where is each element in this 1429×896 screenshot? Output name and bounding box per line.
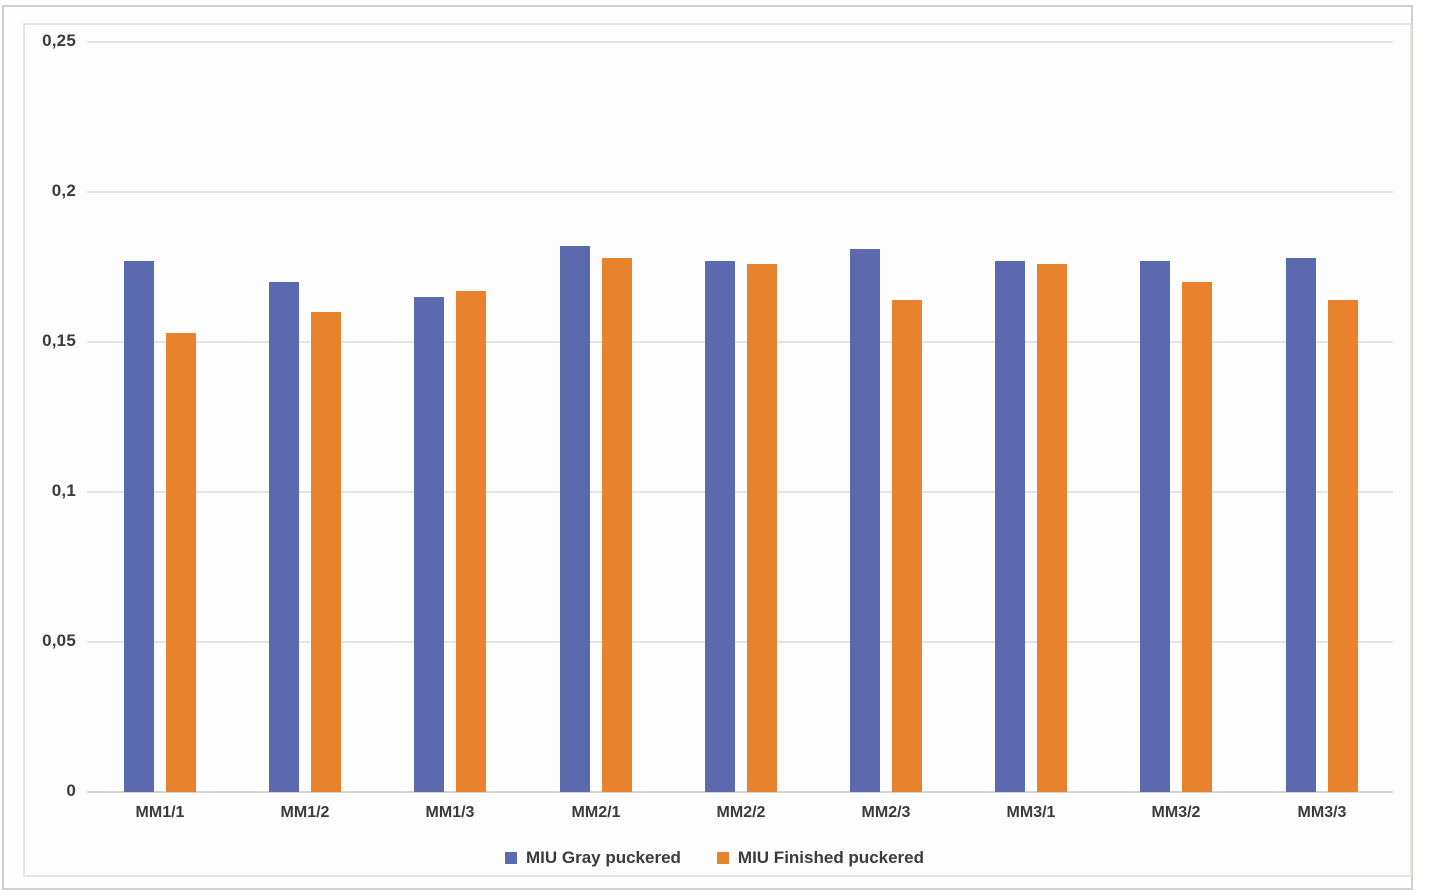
legend-item-gray-puckered: MIU Gray puckered bbox=[504, 848, 681, 868]
gridline bbox=[87, 491, 1393, 493]
y-tick-label: 0,25 bbox=[42, 31, 76, 50]
bar-miu-finished-puckered bbox=[892, 300, 922, 792]
bar-miu-finished-puckered bbox=[456, 291, 486, 792]
x-tick-label: MM3/3 bbox=[1297, 804, 1347, 821]
x-tick-label: MM2/3 bbox=[861, 804, 911, 821]
bar-miu-gray-puckered bbox=[560, 246, 590, 792]
bar-miu-finished-puckered bbox=[1182, 282, 1212, 792]
x-tick-label: MM1/2 bbox=[280, 804, 330, 821]
gridline bbox=[87, 641, 1393, 643]
x-tick-label: MM3/2 bbox=[1151, 804, 1201, 821]
bar-miu-gray-puckered bbox=[995, 261, 1025, 792]
x-tick-label: MM2/2 bbox=[716, 804, 766, 821]
x-tick-label: MM2/1 bbox=[571, 804, 621, 821]
bar-miu-gray-puckered bbox=[269, 282, 299, 792]
x-tick-label: MM3/1 bbox=[1006, 804, 1056, 821]
bar-miu-gray-puckered bbox=[414, 297, 444, 792]
y-tick-label: 0 bbox=[66, 781, 76, 800]
bar-miu-finished-puckered bbox=[1328, 300, 1358, 792]
legend-label-gray-puckered: MIU Gray puckered bbox=[525, 848, 681, 867]
bar-miu-finished-puckered bbox=[1037, 264, 1067, 792]
bar-miu-gray-puckered bbox=[705, 261, 735, 792]
bar-miu-finished-puckered bbox=[602, 258, 632, 792]
legend: MIU Gray puckered MIU Finished puckered bbox=[0, 846, 1429, 870]
bar-miu-gray-puckered bbox=[1140, 261, 1170, 792]
bar-miu-finished-puckered bbox=[311, 312, 341, 792]
legend-swatch-finished-icon bbox=[716, 852, 729, 864]
x-tick-label: MM1/1 bbox=[135, 804, 185, 821]
bar-miu-finished-puckered bbox=[166, 333, 196, 792]
bar-miu-finished-puckered bbox=[747, 264, 777, 792]
y-tick-label: 0,05 bbox=[42, 631, 76, 650]
gridline bbox=[87, 341, 1393, 343]
legend-label-finished-puckered: MIU Finished puckered bbox=[737, 848, 925, 867]
y-tick-label: 0,1 bbox=[51, 481, 76, 500]
x-tick-label: MM1/3 bbox=[425, 804, 475, 821]
legend-item-finished-puckered: MIU Finished puckered bbox=[716, 848, 925, 868]
gridline bbox=[87, 41, 1393, 43]
bar-miu-gray-puckered bbox=[1286, 258, 1316, 792]
x-axis-line bbox=[87, 791, 1393, 793]
y-tick-label: 0,15 bbox=[42, 331, 76, 350]
bar-miu-gray-puckered bbox=[850, 249, 880, 792]
y-tick-label: 0,2 bbox=[51, 181, 76, 200]
legend-swatch-gray-icon bbox=[504, 852, 517, 864]
gridline bbox=[87, 191, 1393, 193]
bar-miu-gray-puckered bbox=[124, 261, 154, 792]
